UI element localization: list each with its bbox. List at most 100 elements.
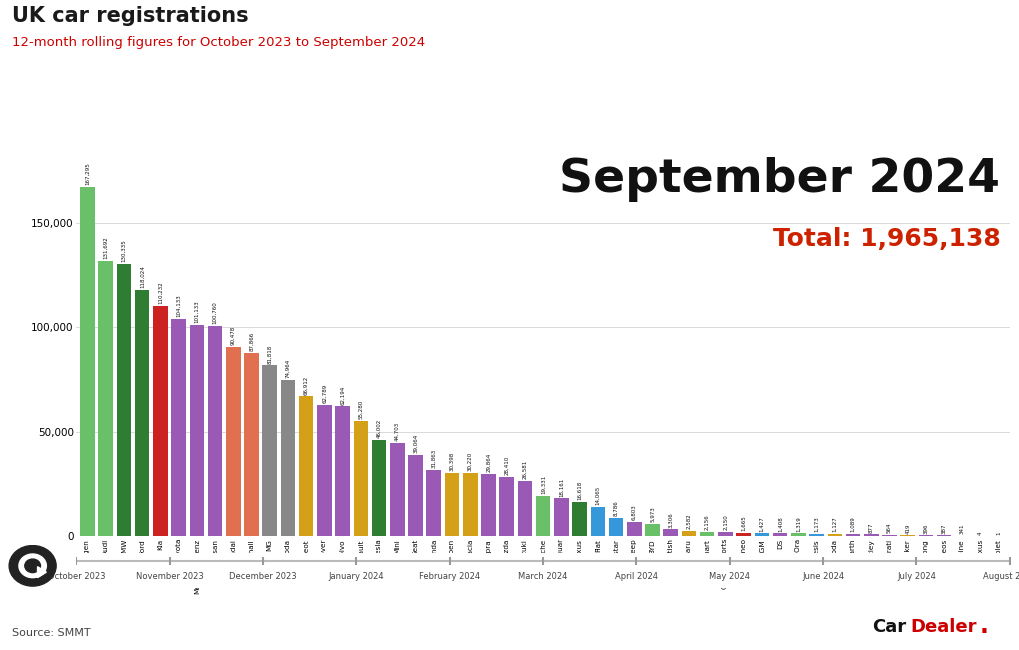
Polygon shape <box>38 567 46 578</box>
Text: 28,410: 28,410 <box>503 456 508 475</box>
Text: Dealer: Dealer <box>910 618 976 636</box>
Text: July 2024: July 2024 <box>896 572 935 581</box>
Text: 5,973: 5,973 <box>649 506 654 522</box>
Text: 74,964: 74,964 <box>285 359 290 378</box>
Circle shape <box>24 559 41 573</box>
Text: 131,692: 131,692 <box>103 237 108 259</box>
Text: September 2024: September 2024 <box>558 157 1000 202</box>
Text: 31,863: 31,863 <box>431 448 436 468</box>
Text: 118,024: 118,024 <box>140 265 145 288</box>
Text: 2,150: 2,150 <box>722 514 728 530</box>
Bar <box>244 352 259 536</box>
Text: 18,161: 18,161 <box>558 477 564 497</box>
Bar <box>389 443 405 536</box>
Text: 1,173: 1,173 <box>813 516 818 532</box>
Text: 8,786: 8,786 <box>613 500 618 516</box>
Bar <box>772 533 787 536</box>
Text: April 2024: April 2024 <box>614 572 657 581</box>
Bar <box>171 318 185 536</box>
Bar <box>863 534 877 536</box>
Text: 26,581: 26,581 <box>522 460 527 479</box>
Bar <box>717 532 732 536</box>
Bar <box>226 347 240 536</box>
Bar <box>299 396 313 536</box>
Bar <box>572 502 586 536</box>
Circle shape <box>9 545 56 586</box>
Bar <box>262 365 277 536</box>
Bar <box>426 470 440 536</box>
Bar <box>845 534 859 536</box>
Text: December 2023: December 2023 <box>229 572 297 581</box>
Bar <box>590 507 604 536</box>
Bar <box>153 306 167 536</box>
Text: 6,803: 6,803 <box>631 504 636 521</box>
Bar <box>280 380 294 536</box>
Text: UK car registrations: UK car registrations <box>12 6 249 27</box>
Text: 30,220: 30,220 <box>468 452 472 471</box>
Bar <box>791 534 805 536</box>
Circle shape <box>14 550 51 582</box>
Bar <box>335 406 350 536</box>
Text: Car: Car <box>871 618 905 636</box>
Text: 2,156: 2,156 <box>704 514 709 530</box>
Text: 55,280: 55,280 <box>358 400 363 419</box>
Text: 877: 877 <box>868 522 873 533</box>
Text: 1,408: 1,408 <box>776 516 782 532</box>
Text: 1,665: 1,665 <box>741 515 746 531</box>
Text: 87,866: 87,866 <box>249 332 254 351</box>
Bar <box>81 187 95 536</box>
Text: 3,306: 3,306 <box>667 512 673 528</box>
Bar <box>645 524 659 536</box>
Bar <box>608 518 623 536</box>
Bar <box>499 477 514 536</box>
Bar <box>481 474 495 536</box>
Bar <box>699 532 713 536</box>
Bar <box>736 533 750 536</box>
Bar <box>444 473 459 536</box>
Bar <box>463 473 477 536</box>
Bar <box>408 454 423 536</box>
Bar <box>517 481 532 536</box>
Bar <box>98 261 113 536</box>
Bar <box>208 326 222 536</box>
Text: 16,618: 16,618 <box>577 480 582 500</box>
Bar <box>808 534 823 536</box>
Bar <box>190 325 204 536</box>
Text: 1,427: 1,427 <box>759 516 763 532</box>
Text: November 2023: November 2023 <box>136 572 204 581</box>
Bar <box>662 529 678 536</box>
Bar <box>627 522 641 536</box>
Text: August 2024: August 2024 <box>982 572 1019 581</box>
Text: January 2024: January 2024 <box>328 572 384 581</box>
Text: 19,331: 19,331 <box>540 475 545 494</box>
Text: 39,064: 39,064 <box>413 434 418 453</box>
Text: .: . <box>978 614 987 638</box>
Text: June 2024: June 2024 <box>801 572 844 581</box>
Text: 81,818: 81,818 <box>267 344 272 363</box>
Bar <box>881 535 896 536</box>
Text: 14,065: 14,065 <box>595 486 600 505</box>
Text: 130,335: 130,335 <box>121 239 126 262</box>
Text: October 2023: October 2023 <box>48 572 105 581</box>
Text: 12-month rolling figures for October 2023 to September 2024: 12-month rolling figures for October 202… <box>12 36 425 49</box>
Text: 104,133: 104,133 <box>176 294 181 317</box>
Bar <box>681 531 696 536</box>
Text: 564: 564 <box>887 523 892 534</box>
Text: 110,232: 110,232 <box>158 281 163 304</box>
Text: February 2024: February 2024 <box>419 572 480 581</box>
Bar <box>754 533 768 536</box>
Text: 90,478: 90,478 <box>230 326 235 345</box>
Text: 46,002: 46,002 <box>376 419 381 438</box>
Text: 396: 396 <box>922 523 927 534</box>
Text: Total: 1,965,138: Total: 1,965,138 <box>772 227 1000 251</box>
Text: May 2024: May 2024 <box>708 572 750 581</box>
Text: Source: SMMT: Source: SMMT <box>12 629 91 638</box>
Text: 100,760: 100,760 <box>212 301 217 324</box>
Text: 341: 341 <box>959 523 964 534</box>
Bar <box>135 289 149 536</box>
Text: 29,864: 29,864 <box>485 453 490 472</box>
Text: 30,398: 30,398 <box>449 452 454 471</box>
Text: 1,127: 1,127 <box>832 517 837 532</box>
Text: 101,133: 101,133 <box>194 300 199 323</box>
Text: 2,582: 2,582 <box>686 514 691 529</box>
